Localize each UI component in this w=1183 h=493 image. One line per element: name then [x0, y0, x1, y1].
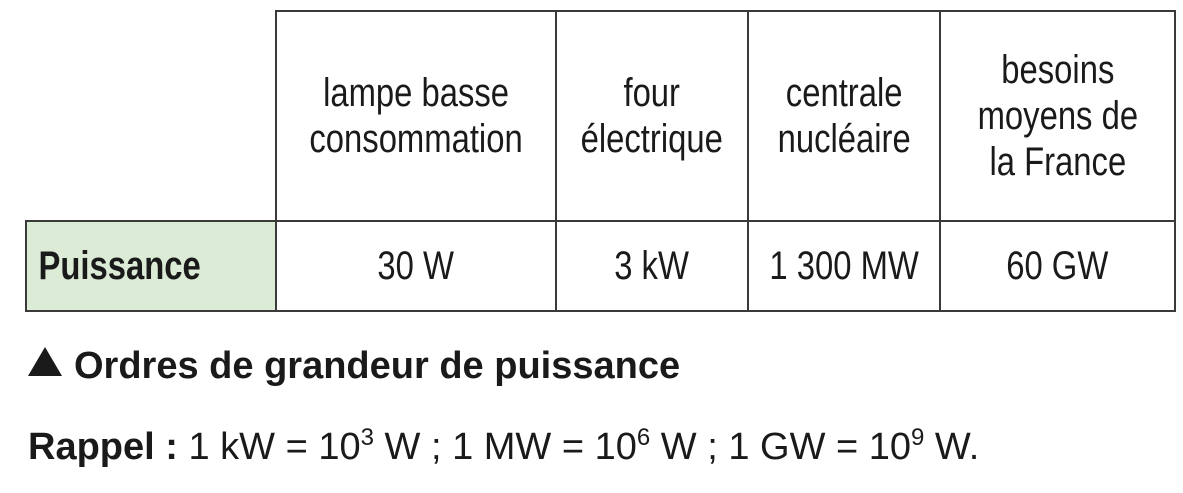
power-table: lampe basse consommation four électrique… [25, 10, 1176, 312]
table-corner-cell [26, 11, 277, 222]
column-header-oven: four électrique [555, 10, 749, 222]
column-header-lamp: lampe basse consommation [275, 10, 557, 222]
reminder-line: Rappel : 1 kW = 103 W ; 1 MW = 106 W ; 1… [28, 425, 979, 469]
value-cell-france-needs: 60 GW [939, 220, 1176, 312]
triangle-up-icon [28, 347, 62, 376]
power-table-wrapper: lampe basse consommation four électrique… [25, 10, 1176, 312]
reminder-exponent-2: 6 [636, 424, 651, 451]
reminder-part-2: W ; 1 MW = 10 [373, 426, 637, 468]
value-cell-nuclear-plant: 1 300 MW [747, 220, 941, 312]
reminder-exponent-1: 3 [360, 424, 374, 451]
value-cell-lamp: 30 W [275, 220, 557, 312]
reminder-exponent-3: 9 [911, 424, 925, 451]
table-header-row: lampe basse consommation four électrique… [26, 10, 1176, 222]
reminder-part-1: 1 kW = 10 [188, 426, 361, 468]
table-row: Puissance 30 W 3 kW 1 300 MW 60 GW [25, 220, 1176, 312]
table-caption: Ordres de grandeur de puissance [28, 344, 680, 388]
reminder-label: Rappel : [28, 426, 178, 468]
reminder-part-4: W. [924, 426, 980, 468]
row-header-power: Puissance [25, 220, 277, 312]
value-cell-oven: 3 kW [555, 220, 749, 312]
caption-text: Ordres de grandeur de puissance [74, 345, 681, 387]
reminder-part-3: W ; 1 GW = 10 [650, 426, 912, 468]
column-header-france-needs: besoins moyens de la France [939, 10, 1176, 222]
column-header-nuclear-plant: centrale nucléaire [747, 10, 941, 222]
